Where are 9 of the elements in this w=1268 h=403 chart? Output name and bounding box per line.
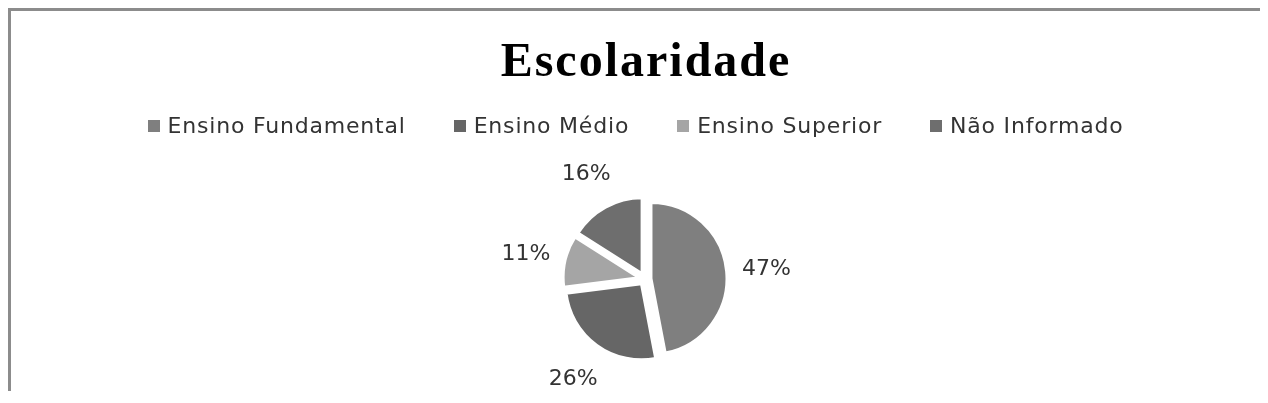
legend-label: Ensino Fundamental <box>167 113 406 138</box>
chart-title: Escolaridade <box>499 33 793 86</box>
data-label: 47% <box>742 255 791 281</box>
data-label: 16% <box>561 159 611 185</box>
legend-label: Ensino Superior <box>697 113 883 138</box>
legend-label: Ensino Médio <box>473 113 630 138</box>
data-label: 11% <box>501 239 551 265</box>
data-label: 26% <box>548 365 598 391</box>
legend-label: Não Informado <box>950 113 1124 138</box>
